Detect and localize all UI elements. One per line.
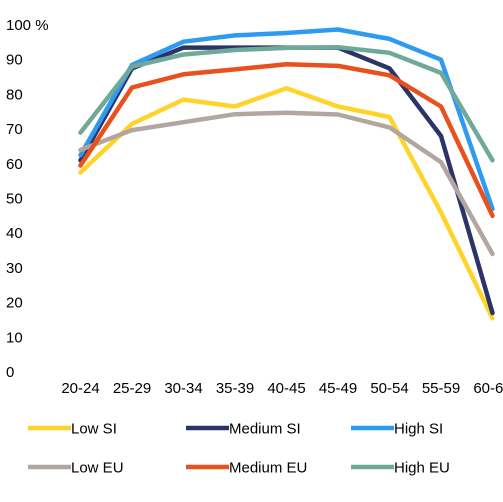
y-tick-label: 20 [6,295,23,312]
x-tick-label: 40-45 [267,380,305,397]
y-tick-label: 40 [6,225,23,242]
series-line-high-eu [78,44,495,163]
series-line-medium-eu [78,61,495,219]
legend-label-high-si: High SI [394,421,443,438]
x-tick-label: 60-64 [473,380,503,397]
x-tick-label: 55-59 [422,380,460,397]
y-tick-label: 10 [6,329,23,346]
legend-label-high-eu: High EU [394,460,450,477]
legend-label-medium-eu: Medium EU [229,460,307,477]
legend-label-low-eu: Low EU [71,460,124,477]
legend: Low SI Medium SI High SI Low EU Medium EU Hig… [28,421,450,477]
y-axis: 0 10 20 30 40 50 60 70 80 90 100 % [6,17,49,381]
y-tick-label: 50 [6,191,23,208]
legend-label-medium-si: Medium SI [229,421,301,438]
x-tick-label: 35-39 [216,380,254,397]
series-lines [78,27,495,321]
series-line-low-si [78,85,495,321]
y-tick-label: 30 [6,260,23,277]
legend-label-low-si: Low SI [71,421,117,438]
x-tick-label: 20-24 [61,380,99,397]
y-tick-label: 60 [6,156,23,173]
x-tick-label: 50-54 [370,380,408,397]
x-axis: 20-24 25-29 30-34 35-39 40-45 45-49 50-54 55-59… [61,380,503,397]
y-tick-label: 70 [6,121,23,138]
x-tick-label: 25-29 [113,380,151,397]
x-tick-label: 30-34 [164,380,202,397]
series-line-low-eu [78,110,495,257]
y-tick-label: 0 [6,364,14,381]
x-tick-label: 45-49 [319,380,357,397]
y-tick-label: 90 [6,52,23,69]
y-tick-label: 100 % [6,17,49,34]
y-tick-label: 80 [6,86,23,103]
series-line-high-si [78,27,495,212]
